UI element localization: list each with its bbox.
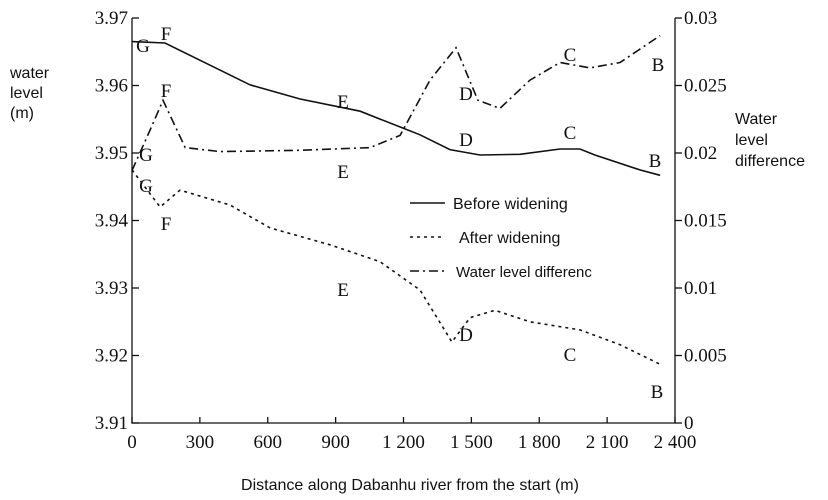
annotation: B	[651, 382, 664, 403]
annotation: F	[161, 214, 172, 235]
line	[131, 34, 661, 171]
y2-tick-label: 0	[684, 413, 694, 434]
y-tick-label: 3.97	[95, 8, 128, 29]
annotation: G	[139, 145, 153, 166]
line	[131, 40, 661, 177]
axes	[131, 18, 676, 424]
annotation: F	[161, 81, 172, 102]
annotation: D	[459, 325, 473, 346]
legend-label: Before widening	[453, 196, 568, 213]
annotation: C	[564, 345, 577, 366]
y-tick-label: 3.95	[95, 143, 128, 164]
annotation: G	[139, 176, 153, 197]
y2-axis-label: Water	[735, 111, 778, 128]
y2-tick-label: 0.005	[684, 346, 727, 367]
x-tick-label: 1 800	[518, 432, 561, 453]
x-tick-label: 300	[186, 432, 215, 453]
y-axis-label: water	[9, 65, 50, 82]
annotation: C	[564, 123, 577, 144]
y-axis-label: (m)	[10, 105, 34, 122]
annotation: E	[337, 280, 349, 301]
x-tick-label: 2 400	[654, 432, 697, 453]
x-tick-label: 1 200	[382, 432, 425, 453]
annotation: B	[652, 55, 665, 76]
y2-axis-label: level	[735, 132, 768, 149]
y2-tick-label: 0.03	[684, 8, 717, 29]
legend-label: After widening	[459, 230, 560, 247]
legend-label: Water level differenc	[456, 264, 592, 281]
annotation: D	[459, 84, 473, 105]
y-tick-label: 3.96	[95, 76, 128, 97]
x-tick-label: 600	[254, 432, 283, 453]
y-tick-label: 3.94	[95, 211, 129, 232]
x-axis-label: Distance along Dabanhu river from the st…	[241, 477, 579, 494]
annotation: E	[337, 162, 349, 183]
y2-tick-label: 0.025	[684, 76, 727, 97]
annotation: B	[649, 151, 662, 172]
x-tick-label: 900	[321, 432, 350, 453]
y-axis-label: level	[10, 85, 43, 102]
annotation: C	[564, 45, 577, 66]
annotation: G	[136, 36, 150, 57]
y-tick-label: 3.93	[95, 278, 128, 299]
y2-axis-label: difference	[735, 153, 805, 170]
annotation: E	[337, 92, 349, 113]
y-tick-label: 3.91	[95, 413, 128, 434]
annotation: D	[459, 130, 473, 151]
y-tick-label: 3.92	[95, 346, 128, 367]
y2-tick-label: 0.015	[684, 211, 727, 232]
x-tick-label: 0	[127, 432, 137, 453]
annotation: F	[161, 24, 172, 45]
y2-tick-label: 0.02	[684, 143, 717, 164]
x-tick-label: 1 500	[450, 432, 493, 453]
x-tick-label: 2 100	[586, 432, 629, 453]
y2-tick-label: 0.01	[684, 278, 717, 299]
